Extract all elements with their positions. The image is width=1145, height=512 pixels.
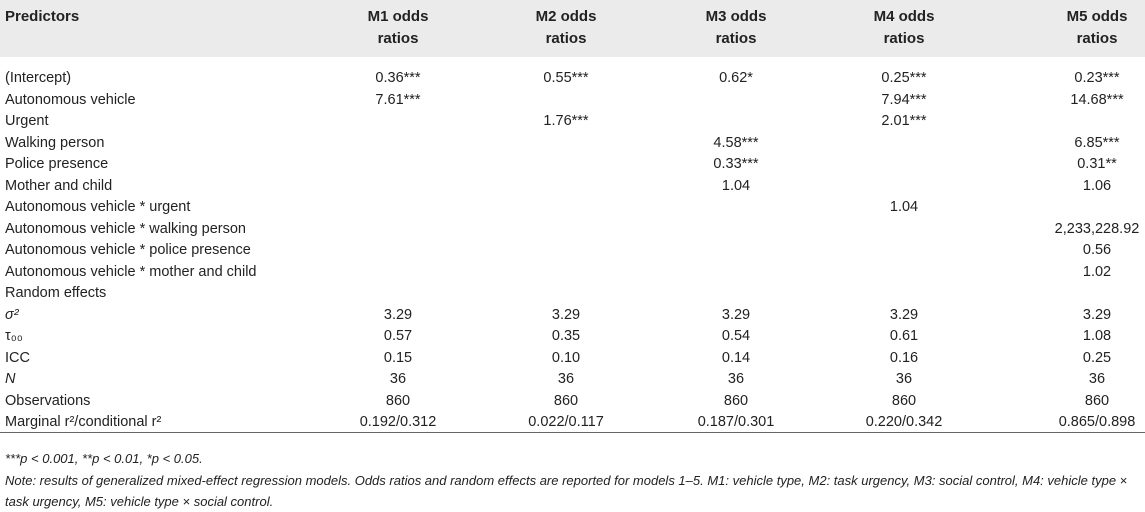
row-label: Autonomous vehicle [5, 91, 136, 108]
row-label: (Intercept) [5, 70, 72, 86]
table-cell: 3.29 [889, 306, 919, 323]
table-cell: 0.220/0.342 [865, 414, 943, 430]
table-cell: 860 [1084, 392, 1110, 409]
column-header: M5 odds ratios [1066, 8, 1128, 47]
row-label: Urgent [5, 113, 49, 129]
table-cell: 0.25 [1082, 349, 1112, 366]
table-cell: 7.61*** [375, 91, 421, 108]
table-cell: 0.192/0.312 [359, 414, 437, 430]
row-label: Random effects [5, 285, 107, 301]
table-cell: 14.68*** [1070, 91, 1124, 108]
table-cell: 36 [895, 371, 913, 387]
table-cell: 0.31** [1077, 156, 1117, 172]
table-cell: 3.29 [383, 306, 413, 323]
column-header: M3 odds ratios [705, 8, 767, 47]
table-cell: 1.08 [1082, 328, 1112, 344]
row-label: N [5, 371, 16, 387]
table-cell: 0.35 [551, 328, 581, 344]
table-cell: 1.04 [721, 177, 751, 194]
table-cell: 0.23*** [1074, 70, 1120, 86]
footnote-significance: ***p < 0.001, **p < 0.01, *p < 0.05. [5, 451, 203, 466]
column-header: M2 odds ratios [535, 8, 597, 47]
row-label: Autonomous vehicle * mother and child [5, 263, 257, 280]
table-cell: 0.865/0.898 [1058, 414, 1136, 430]
column-header: M1 odds ratios [367, 8, 429, 47]
table-cell: 0.33*** [713, 156, 759, 172]
table-cell: 36 [727, 371, 745, 387]
table-cell: 0.16 [889, 349, 919, 366]
bottom-rule [0, 432, 1145, 433]
column-header: Predictors [5, 8, 80, 25]
table-cell: 0.55*** [543, 70, 589, 86]
row-label: ICC [5, 349, 30, 366]
row-label: Autonomous vehicle * police presence [5, 242, 251, 258]
table-cell: 860 [891, 392, 917, 409]
row-label: Observations [5, 392, 91, 409]
table-cell: 860 [723, 392, 749, 409]
table-cell: 2.01*** [881, 113, 927, 129]
table-cell: 1.76*** [543, 113, 589, 129]
table-cell: 0.10 [551, 349, 581, 366]
table-cell: 4.58*** [713, 134, 759, 151]
table-cell: 0.36*** [375, 70, 421, 86]
table-cell: 0.57 [383, 328, 413, 344]
table-cell: 0.61 [889, 328, 919, 344]
table-cell: 1.06 [1082, 177, 1112, 194]
table-cell: 0.14 [721, 349, 751, 366]
row-label: Autonomous vehicle * urgent [5, 199, 191, 215]
table-cell: 2,233,228.92 [1054, 220, 1140, 237]
row-label: σ² [5, 306, 19, 323]
row-label: Mother and child [5, 177, 113, 194]
table-cell: 0.022/0.117 [528, 414, 604, 430]
table-cell: 0.187/0.301 [697, 414, 775, 430]
table-cell: 36 [389, 371, 407, 387]
table-cell: 7.94*** [881, 91, 927, 108]
table-cell: 6.85*** [1074, 134, 1120, 151]
footnote-note: Note: results of generalized mixed-effec… [5, 473, 1128, 509]
table-cell: 3.29 [551, 306, 581, 323]
table-cell: 1.04 [889, 199, 919, 215]
row-label: Autonomous vehicle * walking person [5, 220, 246, 237]
column-header: M4 odds ratios [873, 8, 935, 47]
row-label: Marginal r²/conditional r² [5, 414, 162, 430]
table-cell: 860 [385, 392, 411, 409]
table-cell: 3.29 [1082, 306, 1112, 323]
row-label: τ₀₀ [5, 328, 23, 344]
table-cell: 3.29 [721, 306, 751, 323]
header-band [0, 0, 1145, 57]
table-cell: 1.02 [1082, 263, 1112, 280]
table-cell: 0.56 [1082, 242, 1112, 258]
table-cell: 0.15 [383, 349, 413, 366]
table-cell: 860 [553, 392, 579, 409]
table-cell: 0.62* [719, 70, 753, 86]
table-cell: 36 [557, 371, 575, 387]
row-label: Walking person [5, 134, 105, 151]
table-cell: 36 [1088, 371, 1106, 387]
row-label: Police presence [5, 156, 109, 172]
table-cell: 0.25*** [881, 70, 927, 86]
table-cell: 0.54 [721, 328, 751, 344]
